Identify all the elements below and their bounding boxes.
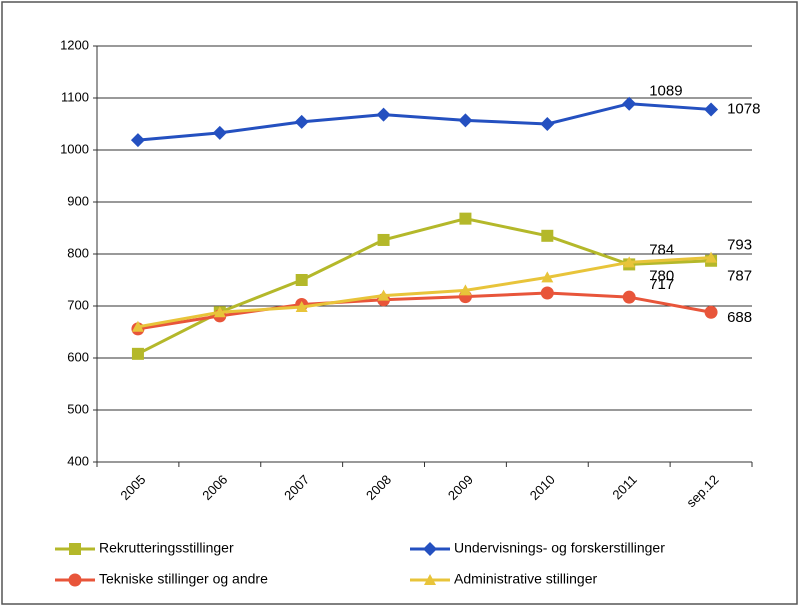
y-tick-label: 400 bbox=[67, 453, 89, 468]
data-label: 1078 bbox=[727, 100, 760, 117]
data-point bbox=[541, 271, 554, 283]
y-tick-label: 700 bbox=[67, 297, 89, 312]
legend-marker bbox=[69, 543, 81, 555]
legend-marker bbox=[423, 542, 437, 556]
data-point bbox=[540, 286, 554, 300]
data-point bbox=[131, 347, 144, 360]
y-tick-label: 1000 bbox=[60, 141, 89, 156]
data-point bbox=[622, 96, 637, 111]
y-tick-label: 900 bbox=[67, 193, 89, 208]
data-point bbox=[704, 305, 718, 319]
data-point bbox=[704, 102, 719, 117]
data-point bbox=[540, 117, 555, 131]
data-label: 780 bbox=[649, 267, 674, 284]
data-point bbox=[705, 251, 718, 263]
data-point bbox=[294, 114, 309, 129]
data-point bbox=[376, 107, 391, 122]
y-tick-label: 1100 bbox=[61, 89, 89, 104]
legend-label: Undervisnings- og forskerstillinger bbox=[454, 540, 665, 556]
series-line bbox=[137, 256, 712, 329]
y-tick-label: 1200 bbox=[60, 37, 89, 52]
legend-label: Administrative stillinger bbox=[454, 571, 597, 587]
legend-marker bbox=[424, 574, 436, 585]
data-label: 717 bbox=[649, 276, 674, 293]
data-point bbox=[212, 125, 227, 140]
data-point bbox=[459, 212, 472, 225]
data-label: 787 bbox=[727, 268, 752, 285]
data-label: 688 bbox=[727, 309, 752, 326]
data-label: 1089 bbox=[649, 83, 682, 100]
data-point bbox=[131, 320, 144, 332]
data-point bbox=[213, 306, 226, 318]
legend-label: Rekrutteringsstillinger bbox=[99, 540, 234, 556]
data-point bbox=[541, 229, 554, 242]
data-point bbox=[458, 113, 473, 128]
data-point bbox=[295, 301, 308, 313]
y-tick-label: 500 bbox=[67, 401, 89, 416]
data-label: 793 bbox=[727, 237, 752, 254]
y-tick-label: 800 bbox=[67, 245, 89, 260]
data-point bbox=[130, 133, 145, 148]
data-point bbox=[295, 274, 308, 286]
data-point bbox=[622, 290, 636, 304]
data-label: 784 bbox=[649, 241, 674, 258]
legend-label: Tekniske stillinger og andre bbox=[99, 571, 268, 587]
data-point bbox=[377, 289, 390, 301]
data-point bbox=[459, 284, 472, 296]
series-line bbox=[137, 217, 712, 356]
series-line bbox=[137, 102, 712, 142]
data-point bbox=[623, 256, 636, 268]
data-point bbox=[377, 233, 390, 246]
y-tick-label: 600 bbox=[67, 349, 89, 364]
series-line bbox=[137, 291, 712, 331]
legend-marker bbox=[68, 573, 82, 587]
